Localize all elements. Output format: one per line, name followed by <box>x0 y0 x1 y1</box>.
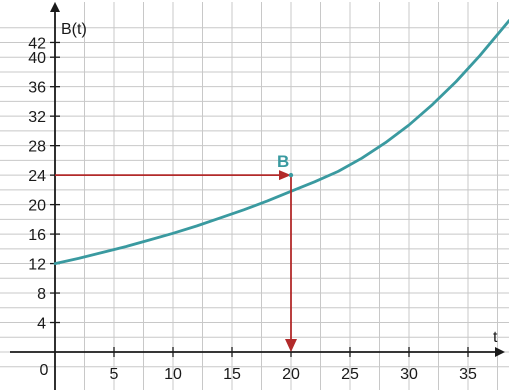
y-tick-label: 36 <box>28 80 46 97</box>
x-tick-label: 25 <box>341 366 359 383</box>
x-tick-label: 15 <box>223 366 241 383</box>
y-tick-label: 24 <box>28 168 46 185</box>
y-axis-label: B(t) <box>61 21 87 38</box>
plot-area <box>53 19 509 352</box>
x-axis-label: t <box>493 329 498 346</box>
axes <box>10 2 505 390</box>
x-axis-arrow <box>495 347 505 357</box>
x-tick-label: 30 <box>400 366 418 383</box>
y-tick-label: 20 <box>28 198 46 215</box>
y-tick-label: 42 <box>28 35 46 52</box>
origin-label: 0 <box>40 362 49 379</box>
y-tick-label: 12 <box>28 257 46 274</box>
y-tick-label: 40 <box>28 50 46 67</box>
y-axis-arrow <box>50 2 60 12</box>
x-tick-label: 10 <box>164 366 182 383</box>
curve-series <box>53 19 509 265</box>
point-b-marker <box>288 172 294 178</box>
y-tick-label: 32 <box>28 109 46 126</box>
point-label: B <box>277 152 289 171</box>
y-tick-label: 4 <box>37 316 46 333</box>
y-tick-label: 16 <box>28 227 46 244</box>
x-tick-label: 5 <box>110 366 119 383</box>
y-tick-label: 8 <box>37 286 46 303</box>
x-tick-label: 20 <box>282 366 300 383</box>
x-tick-label: 35 <box>459 366 477 383</box>
vertical-arrow-head <box>285 339 297 352</box>
horizontal-arrow-head <box>279 170 291 181</box>
y-tick-label: 28 <box>28 139 46 156</box>
